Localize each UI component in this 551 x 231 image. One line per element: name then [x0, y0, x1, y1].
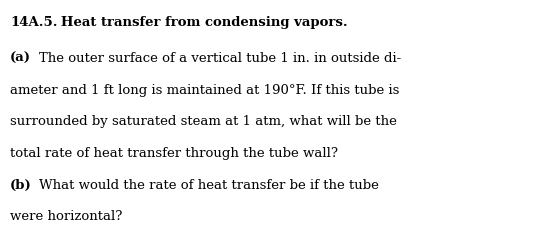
- Text: ameter and 1 ft long is maintained at 190°F. If this tube is: ameter and 1 ft long is maintained at 19…: [10, 84, 399, 97]
- Text: total rate of heat transfer through the tube wall?: total rate of heat transfer through the …: [10, 147, 338, 160]
- Text: 14A.5.: 14A.5.: [10, 16, 57, 29]
- Text: What would the rate of heat transfer be if the tube: What would the rate of heat transfer be …: [39, 179, 379, 192]
- Text: (b): (b): [10, 179, 31, 192]
- Text: The outer surface of a vertical tube 1 in. in outside di-: The outer surface of a vertical tube 1 i…: [39, 52, 401, 65]
- Text: were horizontal?: were horizontal?: [10, 210, 122, 223]
- Text: (a): (a): [10, 52, 31, 65]
- Text: Heat transfer from condensing vapors.: Heat transfer from condensing vapors.: [47, 16, 348, 29]
- Text: surrounded by saturated steam at 1 atm, what will be the: surrounded by saturated steam at 1 atm, …: [10, 116, 397, 128]
